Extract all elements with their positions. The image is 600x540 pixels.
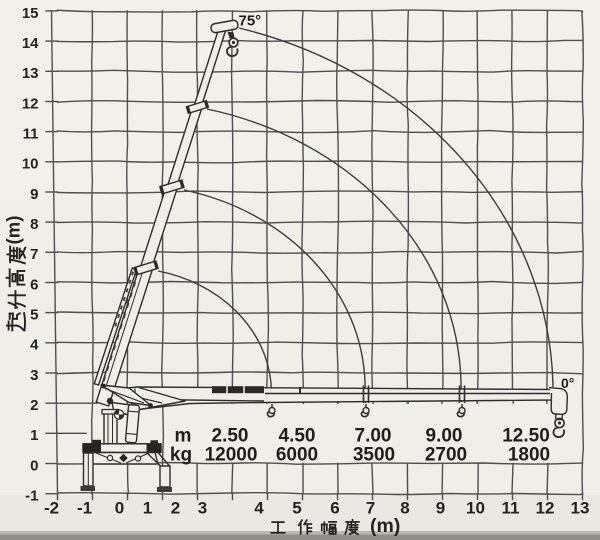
svg-text:8: 8	[400, 499, 409, 518]
svg-text:12000: 12000	[205, 445, 258, 466]
svg-text:2: 2	[30, 397, 38, 414]
svg-text:1800: 1800	[508, 445, 550, 466]
svg-text:7.00: 7.00	[355, 426, 392, 447]
svg-text:2: 2	[171, 499, 180, 518]
svg-text:kg: kg	[170, 445, 192, 466]
svg-text:3500: 3500	[353, 445, 395, 466]
svg-text:m: m	[175, 426, 192, 447]
svg-text:75°: 75°	[239, 13, 262, 30]
svg-text:6: 6	[30, 276, 38, 293]
svg-text:10: 10	[22, 156, 39, 173]
svg-text:0: 0	[115, 499, 124, 518]
svg-text:13: 13	[571, 499, 590, 518]
svg-text:2700: 2700	[425, 445, 467, 466]
svg-text:4: 4	[254, 499, 264, 518]
svg-text:0: 0	[30, 457, 38, 474]
svg-text:10: 10	[466, 499, 485, 518]
svg-text:2.50: 2.50	[212, 426, 249, 447]
svg-text:5: 5	[292, 499, 301, 518]
svg-text:3: 3	[30, 367, 38, 384]
svg-text:12: 12	[22, 95, 39, 112]
svg-text:9.00: 9.00	[426, 426, 463, 447]
svg-text:6000: 6000	[276, 445, 318, 466]
svg-text:4: 4	[30, 337, 39, 354]
svg-text:-1: -1	[25, 488, 38, 505]
svg-text:1: 1	[30, 427, 38, 444]
svg-text:0°: 0°	[561, 375, 574, 391]
svg-text:1: 1	[143, 499, 152, 518]
svg-text:7: 7	[366, 499, 375, 518]
svg-text:12: 12	[536, 499, 555, 518]
svg-text:14: 14	[22, 35, 39, 52]
svg-text:(m): (m)	[370, 515, 400, 537]
svg-text:15: 15	[22, 5, 39, 22]
svg-text:3: 3	[198, 499, 207, 518]
svg-text:8: 8	[30, 216, 38, 233]
svg-text:(m): (m)	[3, 216, 24, 245]
svg-text:5: 5	[30, 307, 38, 324]
svg-text:-2: -2	[44, 499, 59, 518]
svg-text:6: 6	[330, 499, 339, 518]
svg-text:11: 11	[23, 126, 39, 143]
svg-text:12.50: 12.50	[502, 426, 550, 447]
svg-text:-1: -1	[77, 499, 92, 518]
svg-text:9: 9	[30, 186, 38, 203]
svg-text:11: 11	[502, 499, 520, 518]
svg-text:13: 13	[22, 65, 39, 82]
svg-text:9: 9	[436, 499, 445, 518]
svg-text:4.50: 4.50	[279, 426, 316, 447]
svg-text:7: 7	[30, 246, 38, 263]
